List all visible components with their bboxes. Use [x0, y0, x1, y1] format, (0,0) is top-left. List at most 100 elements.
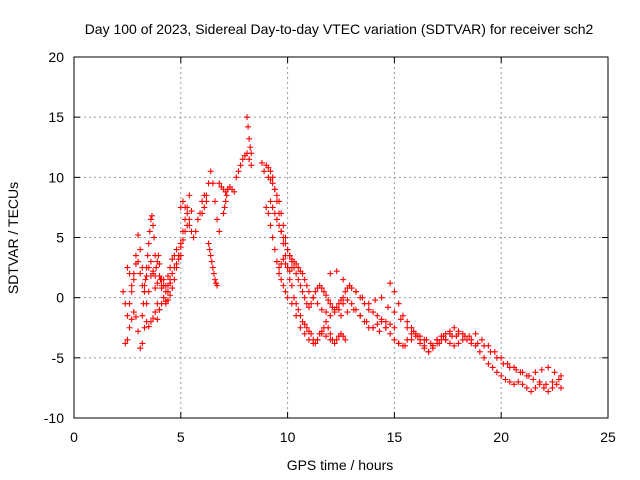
data-point [186, 222, 193, 229]
data-point [540, 384, 547, 391]
data-point [273, 258, 280, 265]
series-sat-l [244, 114, 255, 157]
data-point [126, 300, 133, 307]
data-point [142, 276, 149, 283]
data-point [135, 328, 142, 335]
data-point [124, 336, 131, 343]
data-point [532, 384, 539, 391]
data-point [305, 304, 312, 311]
data-point [173, 246, 180, 253]
data-point [301, 294, 308, 301]
data-point [280, 256, 287, 263]
data-point [504, 360, 511, 367]
data-point [267, 198, 274, 205]
data-point [498, 372, 505, 379]
data-point [278, 210, 285, 217]
data-point [408, 336, 415, 343]
data-point [478, 336, 485, 343]
data-point [179, 228, 186, 235]
data-point [472, 330, 479, 337]
series-sat-u [273, 256, 295, 275]
data-point [137, 345, 144, 352]
data-point [124, 312, 131, 319]
data-point [288, 264, 295, 271]
data-point [425, 348, 432, 355]
data-point [145, 240, 152, 247]
data-point [156, 306, 163, 313]
y-tick-label: -5 [52, 350, 65, 366]
data-point [340, 333, 347, 340]
y-tick-label: 20 [48, 49, 64, 65]
data-point [122, 340, 129, 347]
data-point [325, 324, 332, 331]
data-point [331, 340, 338, 347]
data-point [278, 276, 285, 283]
data-point [327, 330, 334, 337]
data-point [156, 260, 163, 267]
data-point [481, 354, 488, 361]
data-point [323, 292, 330, 299]
data-point [493, 369, 500, 376]
y-axis-label: SDTVAR / TECUs [5, 182, 21, 294]
data-point [282, 288, 289, 295]
data-point [370, 309, 377, 316]
data-point [150, 270, 157, 277]
data-point [299, 288, 306, 295]
data-point [301, 330, 308, 337]
data-point [276, 222, 283, 229]
data-point [391, 309, 398, 316]
data-point [359, 294, 366, 301]
data-point [427, 340, 434, 347]
data-point [384, 304, 391, 311]
data-point [421, 342, 428, 349]
data-point [378, 318, 385, 325]
data-point [372, 297, 379, 304]
data-point [179, 236, 186, 243]
data-point [209, 180, 216, 187]
data-point [468, 340, 475, 347]
data-point [164, 288, 171, 295]
data-point [333, 336, 340, 343]
data-point [273, 192, 280, 199]
data-point [188, 208, 195, 215]
data-point [391, 336, 398, 343]
data-point [246, 135, 253, 142]
data-point [154, 280, 161, 287]
data-point [365, 300, 372, 307]
data-point [301, 321, 308, 328]
data-point [399, 312, 406, 319]
data-point [374, 321, 381, 328]
data-point [179, 198, 186, 205]
y-tick-label: 5 [56, 230, 64, 246]
data-point [184, 210, 191, 217]
data-point [164, 273, 171, 280]
data-point [261, 168, 268, 175]
x-tick-label: 0 [70, 429, 78, 445]
data-point [295, 264, 302, 271]
data-point [549, 378, 556, 385]
data-point [549, 384, 556, 391]
data-point [429, 345, 436, 352]
data-point [391, 324, 398, 331]
data-point [344, 297, 351, 304]
data-point [293, 270, 300, 277]
data-point [323, 309, 330, 316]
data-point [182, 216, 189, 223]
data-point [160, 294, 167, 301]
series-sat-p [263, 204, 334, 347]
data-point [169, 256, 176, 263]
series-sat-s [395, 330, 562, 388]
x-tick-label: 5 [177, 429, 185, 445]
data-point [297, 324, 304, 331]
series-sat-o [267, 198, 462, 355]
data-point [156, 273, 163, 280]
data-point [150, 222, 157, 229]
data-point [207, 252, 214, 259]
data-point [147, 216, 154, 223]
data-point [370, 324, 377, 331]
data-point [414, 333, 421, 340]
data-point [387, 280, 394, 287]
data-point [374, 312, 381, 319]
series-sat-t [338, 306, 389, 335]
